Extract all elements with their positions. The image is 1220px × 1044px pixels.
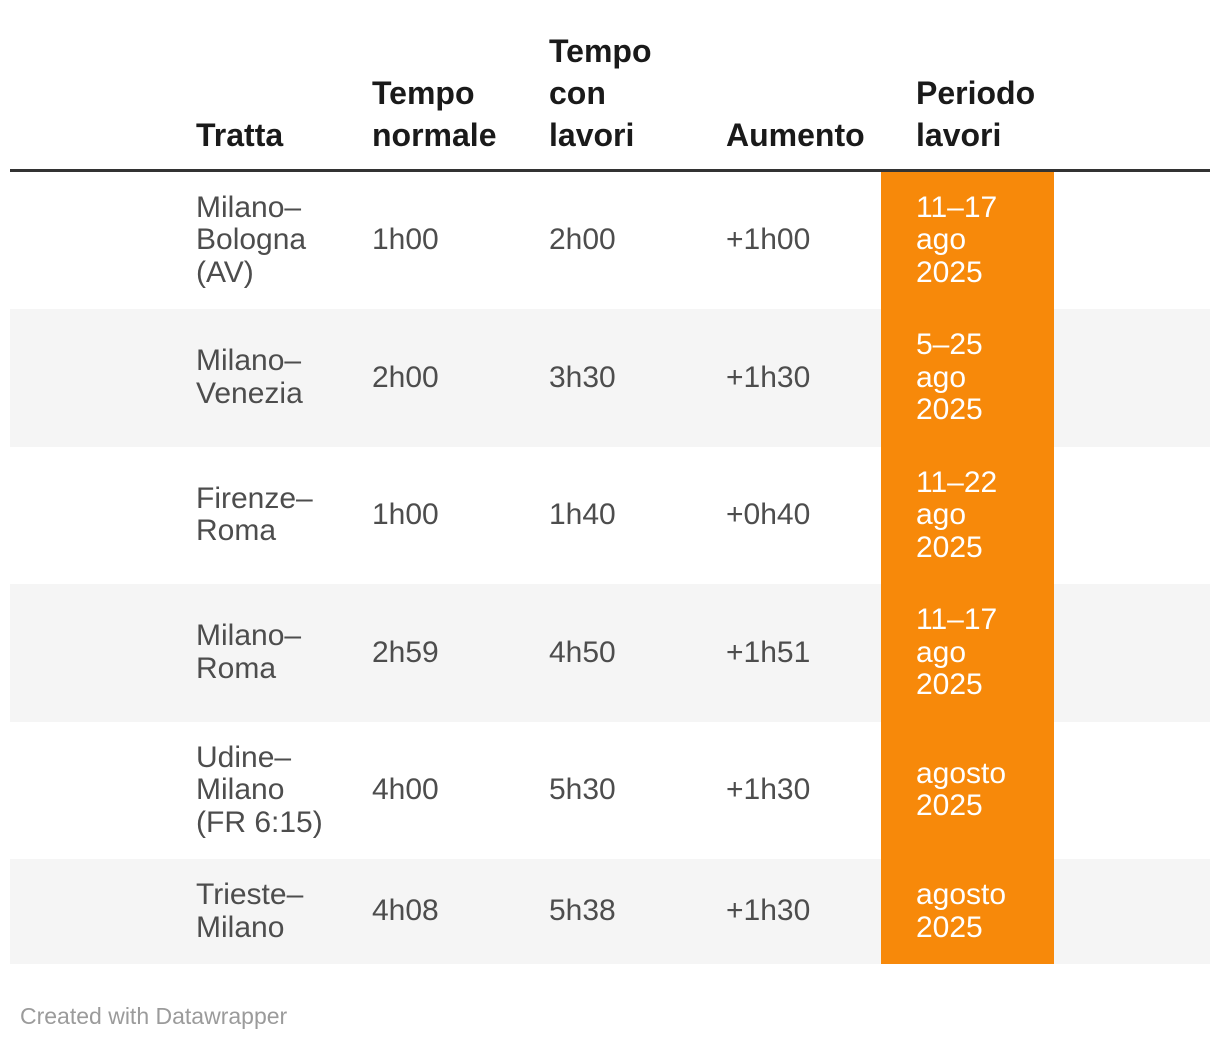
- row-spacer: [10, 722, 186, 860]
- cell-tempo-con-lavori: 4h50: [549, 635, 616, 669]
- cell-tempo-con-lavori: 3h30: [549, 360, 616, 394]
- cell-tratta: Milano– Venezia: [196, 344, 303, 410]
- column-header-periodo-lavori: Periodo lavori: [916, 74, 1036, 153]
- cell-periodo-lavori-highlighted: 5–25 ago 2025: [881, 309, 1054, 447]
- cell-tempo-normale: 4h00: [372, 773, 439, 806]
- cell-tempo-normale: 2h00: [372, 360, 439, 394]
- datawrapper-attribution-link[interactable]: Created with Datawrapper: [20, 1003, 288, 1029]
- cell-tempo-normale: 1h00: [372, 498, 439, 531]
- row-spacer: [1054, 859, 1210, 964]
- table-row-milano-roma: Milano– Roma 2h59 4h50 +1h51 11–17 ago 2…: [10, 584, 1210, 722]
- cell-tempo-con-lavori: 5h38: [549, 894, 616, 928]
- column-header-tempo-normale: Tempo normale: [372, 74, 497, 153]
- column-header-tratta: Tratta: [196, 116, 284, 153]
- table-row-milano-venezia: Milano– Venezia 2h00 3h30 +1h30 5–25 ago…: [10, 309, 1210, 447]
- row-spacer: [1054, 170, 1210, 309]
- cell-tempo-con-lavori: 5h30: [549, 773, 616, 806]
- row-spacer: [10, 170, 186, 309]
- cell-aumento: +1h51: [726, 635, 811, 669]
- header-spacer-right: [1054, 0, 1210, 170]
- cell-periodo-lavori-highlighted: agosto 2025: [881, 721, 1054, 859]
- row-spacer: [1054, 447, 1210, 585]
- row-spacer: [10, 584, 186, 722]
- cell-periodo-lavori-highlighted: agosto 2025: [881, 859, 1054, 964]
- cell-tempo-con-lavori: 1h40: [549, 498, 616, 531]
- train-delays-table: Tratta Tempo normale Tempo con lavori Au…: [10, 0, 1210, 964]
- row-spacer: [1054, 722, 1210, 860]
- cell-tempo-normale: 4h08: [372, 894, 439, 928]
- table-row-firenze-roma: Firenze– Roma 1h00 1h40 +0h40 11–22 ago …: [10, 446, 1210, 585]
- cell-tempo-normale: 2h59: [372, 635, 439, 669]
- cell-tratta: Trieste– Milano: [196, 878, 304, 944]
- row-spacer: [1054, 584, 1210, 722]
- cell-periodo-lavori-highlighted: 11–17 ago 2025: [881, 170, 1054, 309]
- cell-tratta: Milano– Bologna (AV): [196, 190, 307, 289]
- cell-tratta: Firenze– Roma: [196, 481, 313, 548]
- column-header-tempo-con-lavori: Tempo con lavori: [549, 32, 652, 153]
- table-row-udine-milano: Udine– Milano (FR 6:15) 4h00 5h30 +1h30 …: [10, 721, 1210, 860]
- cell-periodo-lavori-highlighted: 11–17 ago 2025: [881, 584, 1054, 722]
- cell-tempo-con-lavori: 2h00: [549, 223, 616, 256]
- cell-aumento: +1h30: [726, 773, 811, 806]
- column-header-aumento: Aumento: [726, 116, 865, 153]
- row-spacer: [10, 447, 186, 585]
- cell-aumento: +0h40: [726, 498, 811, 531]
- cell-tempo-normale: 1h00: [372, 223, 439, 256]
- row-spacer: [10, 859, 186, 964]
- table-row-trieste-milano: Trieste– Milano 4h08 5h38 +1h30 agosto 2…: [10, 859, 1210, 964]
- cell-periodo-lavori-highlighted: 11–22 ago 2025: [881, 446, 1054, 584]
- cell-aumento: +1h00: [726, 223, 811, 256]
- row-spacer: [10, 309, 186, 447]
- header-spacer-left: [10, 0, 186, 170]
- cell-tratta: Udine– Milano (FR 6:15): [196, 740, 323, 839]
- header-row: Tratta Tempo normale Tempo con lavori Au…: [10, 0, 1210, 170]
- cell-aumento: +1h30: [726, 360, 811, 394]
- cell-tratta: Milano– Roma: [196, 619, 302, 685]
- row-spacer: [1054, 309, 1210, 447]
- table-row-milano-bologna: Milano– Bologna (AV) 1h00 2h00 +1h00 11–…: [10, 170, 1210, 309]
- cell-aumento: +1h30: [726, 894, 811, 928]
